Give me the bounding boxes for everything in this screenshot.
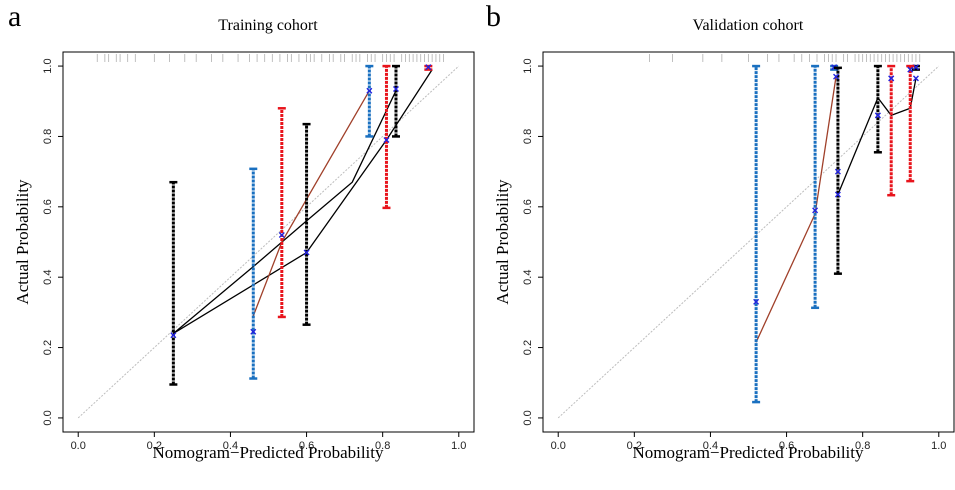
plot-frame — [542, 51, 955, 433]
x-tick-label: 0.8 — [855, 440, 870, 452]
x-tick-label: 0.8 — [375, 440, 390, 452]
x-tick-label: 0.2 — [627, 440, 642, 452]
observed-point-marker — [834, 168, 841, 175]
y-tick-label: 0.6 — [42, 199, 54, 214]
panel-letter-a: a — [8, 0, 21, 33]
ideal-line — [557, 65, 940, 419]
x-tick-label: 0.4 — [223, 440, 238, 452]
x-axis-label-validation: Nomogram−Predicted Probability — [632, 443, 864, 462]
x-tick-label: 0.2 — [147, 440, 162, 452]
calibration-curve-apparent — [173, 69, 433, 335]
calibration-curve-group-fit — [755, 76, 837, 343]
y-tick-label: 0.6 — [522, 199, 534, 214]
x-tick-label: 0.0 — [551, 440, 566, 452]
observed-point-marker — [366, 87, 373, 94]
observed-point-marker — [812, 207, 819, 214]
y-axis-label-training: Actual Probability — [13, 179, 32, 305]
panel-validation: b Validation cohort Nomogram−Predicted P… — [486, 0, 955, 462]
y-tick-label: 0.0 — [522, 410, 534, 425]
y-tick-label: 0.2 — [522, 340, 534, 355]
x-tick-label: 0.6 — [299, 440, 314, 452]
observed-point-marker — [425, 64, 432, 71]
y-tick-label: 0.2 — [42, 340, 54, 355]
plot-area-validation: 0.0 0.2 0.4 0.6 0.8 1.0 0.0 0.2 0.4 0.6 0.8 1.0 — [522, 51, 955, 452]
ideal-line — [77, 65, 460, 419]
panel-letter-b: b — [486, 0, 501, 33]
x-tick-label: 1.0 — [451, 440, 466, 452]
panel-title-validation: Validation cohort — [693, 17, 804, 34]
observed-point-marker — [907, 66, 914, 73]
observed-point-marker — [392, 85, 399, 92]
y-axis-label-validation: Actual Probability — [493, 179, 512, 305]
observed-point-marker — [874, 112, 881, 119]
calibration-curve-bias-corrected — [172, 90, 397, 334]
observed-point-marker — [833, 73, 840, 80]
calibration-curve-apparent — [837, 78, 917, 195]
y-tick-label: 1.0 — [522, 58, 534, 73]
x-tick-label: 0.4 — [703, 440, 718, 452]
observed-point-marker — [383, 136, 390, 143]
y-tick-label: 0.0 — [42, 410, 54, 425]
calibration-curve-group-fit — [252, 90, 370, 317]
y-tick-label: 0.4 — [42, 270, 54, 285]
observed-point-marker — [753, 298, 760, 305]
y-tick-label: 0.4 — [522, 270, 534, 285]
panel-title-training: Training cohort — [218, 17, 318, 34]
observed-point-marker — [278, 231, 285, 238]
y-tick-label: 0.8 — [522, 129, 534, 144]
observed-point-marker — [303, 249, 310, 256]
observed-point-marker — [170, 332, 177, 339]
x-tick-label: 0.0 — [71, 440, 86, 452]
panel-training: a Training cohort Nomogram−Predicted Pro… — [8, 0, 475, 462]
x-axis-label-training: Nomogram−Predicted Probability — [152, 443, 384, 462]
observed-point-marker — [834, 191, 841, 198]
plot-frame — [62, 51, 475, 433]
x-tick-label: 0.6 — [779, 440, 794, 452]
observed-point-marker — [888, 75, 895, 82]
observed-point-marker — [912, 75, 919, 82]
observed-point-marker — [912, 64, 919, 71]
observed-point-marker — [250, 328, 257, 335]
y-tick-label: 0.8 — [42, 129, 54, 144]
x-tick-label: 1.0 — [931, 440, 946, 452]
plot-area-training: 0.0 0.2 0.4 0.6 0.8 1.0 0.0 0.2 0.4 0.6 0.8 1.0 — [42, 51, 475, 452]
y-tick-label: 1.0 — [42, 58, 54, 73]
